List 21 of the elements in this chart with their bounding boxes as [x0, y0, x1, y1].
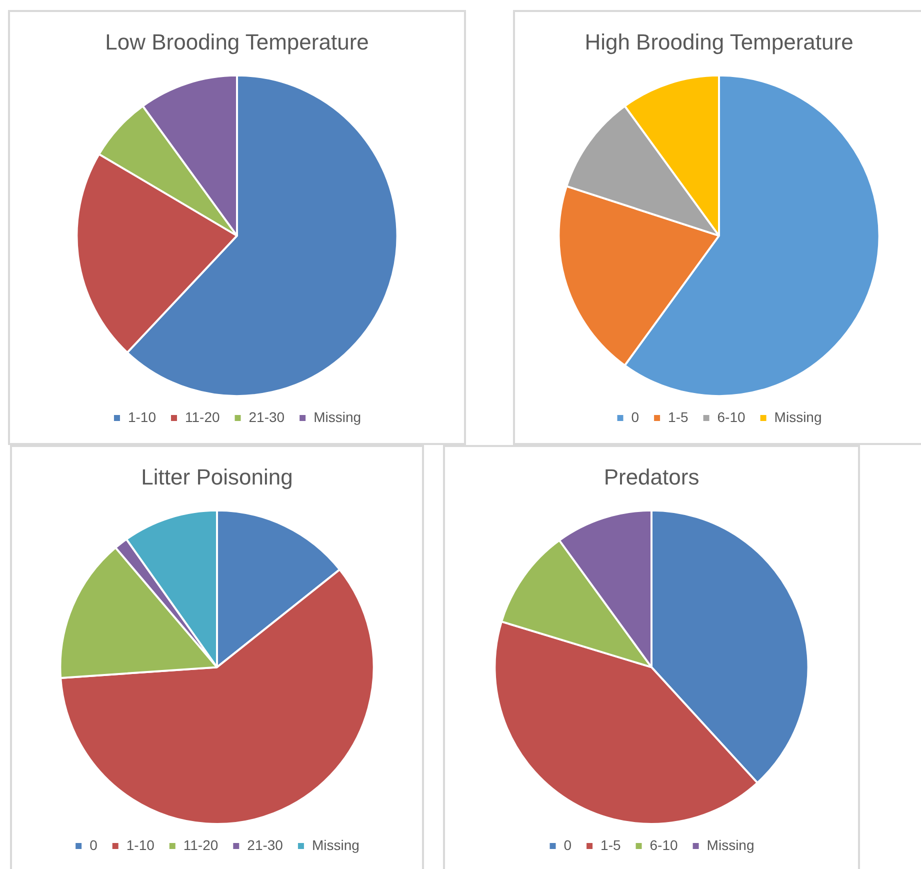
legend-label: 6-10	[650, 836, 678, 853]
legend-label: Missing	[314, 408, 362, 425]
legend-label: 6-10	[717, 408, 746, 425]
legend-label: 0	[631, 408, 640, 425]
legend-label: 21-30	[248, 408, 285, 425]
legend-label: 1-10	[126, 836, 155, 853]
chart-title: Low Brooding Temperature	[105, 29, 369, 54]
legend-label: 1-10	[128, 408, 156, 425]
chart-title: Predators	[604, 464, 700, 490]
legend-label: Missing	[774, 408, 822, 425]
legend-label: 0	[90, 836, 98, 853]
legend-label: Missing	[312, 836, 360, 853]
chart-title: High Brooding Temperature	[584, 29, 854, 54]
legend-label: 11-20	[184, 408, 220, 425]
legend-label: 1-5	[600, 836, 621, 853]
legend-label: 21-30	[247, 836, 284, 853]
legend-label: Missing	[706, 836, 754, 853]
legend-label: 1-5	[668, 408, 688, 425]
legend-label: 11-20	[183, 836, 218, 853]
chart-title: Litter Poisoning	[141, 464, 293, 490]
legend-label: 0	[564, 836, 572, 853]
